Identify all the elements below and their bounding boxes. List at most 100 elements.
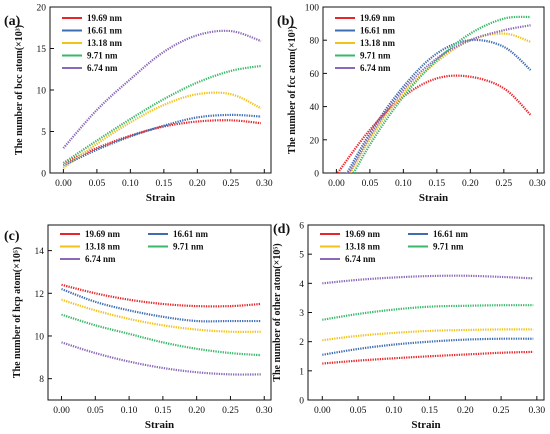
x-tick-label: 0.10: [122, 179, 139, 189]
legend-label: 9.71 nm: [360, 51, 391, 61]
x-tick-label: 0.30: [529, 406, 546, 416]
x-tick-label: 0.00: [53, 406, 70, 416]
y-tick-label: 80: [310, 37, 320, 47]
legend-label: 19.69 nm: [87, 13, 123, 23]
legend-label: 9.71 nm: [433, 242, 464, 252]
y-tick-label: 60: [310, 70, 320, 80]
series-line: [349, 32, 531, 173]
legend-label: 6.74 nm: [360, 63, 391, 73]
x-axis-label: Strain: [145, 419, 174, 431]
legend-label: 19.69 nm: [360, 13, 396, 23]
series-line: [336, 74, 532, 173]
panel-label: (d): [273, 222, 290, 237]
x-tick-label: 0.25: [496, 179, 513, 189]
x-tick-label: 0.20: [188, 406, 205, 416]
legend-label: 13.18 nm: [360, 38, 396, 48]
y-axis-label: The number of hcp atom(×10⁵): [12, 247, 23, 378]
series-line: [322, 350, 534, 365]
series-line: [322, 304, 534, 321]
series-line: [61, 287, 261, 323]
y-tick-label: 1: [299, 367, 304, 377]
y-tick-label: 5: [41, 128, 46, 138]
x-tick-label: 0.20: [462, 179, 479, 189]
panel-0: 0.00 0.05 0.10 0.15 0.20 0.25 0.30 0 5 10 15 20 Stra…: [4, 4, 273, 205]
series-line: [62, 64, 262, 164]
y-tick-label: 12: [35, 290, 45, 300]
y-tick-label: 40: [310, 103, 320, 113]
series-line: [345, 38, 532, 173]
legend-label: 13.18 nm: [345, 242, 381, 252]
series-line: [347, 24, 531, 173]
x-axis-label: Strain: [146, 192, 175, 204]
y-axis-label: The number of other atom(×10⁵): [272, 243, 283, 381]
legend-label: 19.69 nm: [85, 229, 121, 239]
plot-frame: [307, 224, 545, 401]
plot-frame: [49, 6, 272, 174]
x-tick-label: 0.10: [121, 406, 138, 416]
series-line: [61, 341, 261, 376]
x-tick-label: 0.10: [386, 406, 403, 416]
y-tick-label: 0: [41, 170, 46, 180]
legend-label: 16.61 nm: [433, 229, 469, 239]
y-tick-label: 14: [35, 247, 45, 257]
x-tick-label: 0.25: [222, 406, 239, 416]
x-tick-label: 0.25: [493, 406, 510, 416]
y-tick-label: 0: [314, 170, 319, 180]
y-tick-label: 15: [37, 45, 47, 55]
legend-label: 16.61 nm: [173, 229, 209, 239]
y-tick-label: 10: [35, 332, 45, 342]
panel-label: (b): [277, 14, 294, 29]
series-line: [62, 29, 262, 149]
series-line: [61, 313, 261, 357]
x-tick-label: 0.15: [156, 179, 173, 189]
x-tick-label: 0.00: [55, 179, 72, 189]
x-tick-label: 0.30: [256, 179, 273, 189]
panel-label: (c): [4, 229, 20, 244]
panel-3: 0.00 0.05 0.10 0.15 0.20 0.25 0.30 0 1 2 3 4 5 6 Strai…: [272, 222, 545, 432]
x-tick-label: 0.20: [457, 406, 474, 416]
y-tick-label: 5: [299, 251, 304, 261]
legend-label: 6.74 nm: [345, 254, 376, 264]
x-axis-label: Strain: [411, 419, 440, 431]
y-tick-label: 0: [299, 397, 304, 407]
x-tick-label: 0.15: [155, 406, 172, 416]
series-line: [62, 113, 262, 167]
x-tick-label: 0.05: [87, 406, 104, 416]
x-tick-label: 0.05: [89, 179, 106, 189]
x-tick-label: 0.30: [256, 406, 273, 416]
legend-label: 19.69 nm: [345, 229, 381, 239]
legend-label: 9.71 nm: [173, 242, 204, 252]
y-tick-label: 3: [299, 309, 304, 319]
y-axis-label: The number of fcc atom(×10³): [287, 26, 298, 154]
y-axis-label: The number of bcc atom(×10³): [14, 25, 25, 155]
panel-1: 0.00 0.05 0.10 0.15 0.20 0.25 0.30 0 20 40 60 80 100…: [277, 4, 546, 205]
y-tick-label: 6: [299, 222, 304, 232]
panel-label: (a): [4, 14, 21, 29]
legend-label: 16.61 nm: [87, 26, 123, 36]
series-line: [352, 15, 531, 173]
series-line: [322, 274, 534, 285]
x-tick-label: 0.10: [395, 179, 412, 189]
x-tick-label: 0.25: [223, 179, 240, 189]
y-tick-label: 100: [305, 4, 320, 14]
y-tick-label: 20: [37, 4, 47, 14]
y-tick-label: 4: [299, 280, 304, 290]
y-tick-label: 10: [37, 87, 47, 97]
series-line: [61, 283, 261, 308]
legend-label: 13.18 nm: [87, 38, 123, 48]
plot-frame: [322, 6, 545, 174]
x-tick-label: 0.30: [529, 179, 546, 189]
legend-label: 13.18 nm: [85, 242, 121, 252]
plot-frame: [47, 224, 272, 401]
x-tick-label: 0.05: [362, 179, 379, 189]
y-tick-label: 8: [39, 375, 44, 385]
legend-label: 16.61 nm: [360, 26, 396, 36]
series-line: [62, 119, 262, 165]
panel-2: 0.00 0.05 0.10 0.15 0.20 0.25 0.30 8 10 12 14 Strai…: [4, 224, 273, 431]
series-line: [322, 328, 534, 342]
legend-label: 9.71 nm: [87, 51, 118, 61]
y-tick-label: 2: [299, 338, 304, 348]
x-tick-label: 0.15: [421, 406, 438, 416]
y-tick-label: 20: [310, 136, 320, 146]
series-line: [62, 91, 262, 169]
